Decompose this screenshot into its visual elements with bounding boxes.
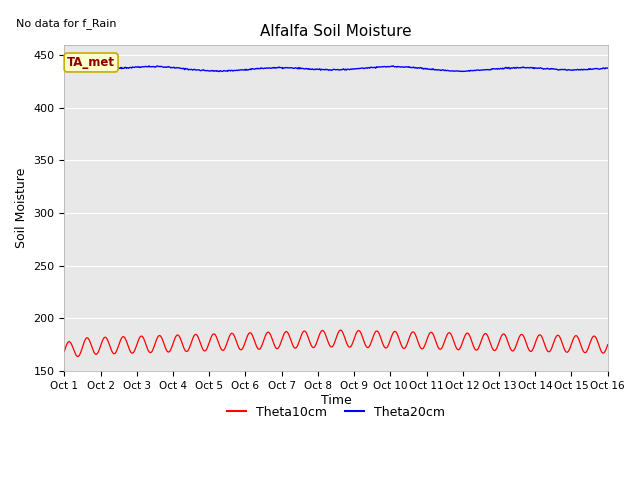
Theta20cm bbox=[216, 69, 223, 74]
Theta20cm bbox=[70, 66, 78, 72]
Theta20cm bbox=[419, 66, 427, 72]
Theta10cm bbox=[404, 340, 412, 346]
Theta20cm bbox=[182, 66, 189, 72]
Theta20cm bbox=[404, 64, 412, 70]
Theta10cm bbox=[74, 354, 82, 360]
Line: Theta20cm: Theta20cm bbox=[65, 66, 608, 72]
Line: Theta10cm: Theta10cm bbox=[65, 330, 608, 357]
Y-axis label: Soil Moisture: Soil Moisture bbox=[15, 168, 28, 248]
X-axis label: Time: Time bbox=[321, 394, 351, 407]
Theta10cm bbox=[419, 345, 427, 351]
Theta20cm bbox=[126, 64, 134, 70]
Text: No data for f_Rain: No data for f_Rain bbox=[15, 18, 116, 29]
Theta20cm bbox=[210, 68, 218, 73]
Theta20cm bbox=[389, 63, 397, 69]
Theta20cm bbox=[61, 65, 68, 71]
Theta10cm bbox=[337, 327, 344, 333]
Theta10cm bbox=[61, 348, 68, 354]
Theta10cm bbox=[604, 342, 612, 348]
Legend: Theta10cm, Theta20cm: Theta10cm, Theta20cm bbox=[222, 401, 450, 424]
Theta20cm bbox=[604, 65, 612, 71]
Title: Alfalfa Soil Moisture: Alfalfa Soil Moisture bbox=[260, 24, 412, 39]
Theta10cm bbox=[70, 348, 78, 354]
Text: TA_met: TA_met bbox=[67, 56, 115, 69]
Theta10cm bbox=[211, 331, 219, 337]
Theta10cm bbox=[182, 348, 190, 354]
Theta10cm bbox=[127, 349, 135, 355]
